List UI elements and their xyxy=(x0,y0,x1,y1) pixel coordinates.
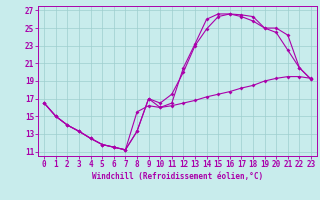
X-axis label: Windchill (Refroidissement éolien,°C): Windchill (Refroidissement éolien,°C) xyxy=(92,172,263,181)
